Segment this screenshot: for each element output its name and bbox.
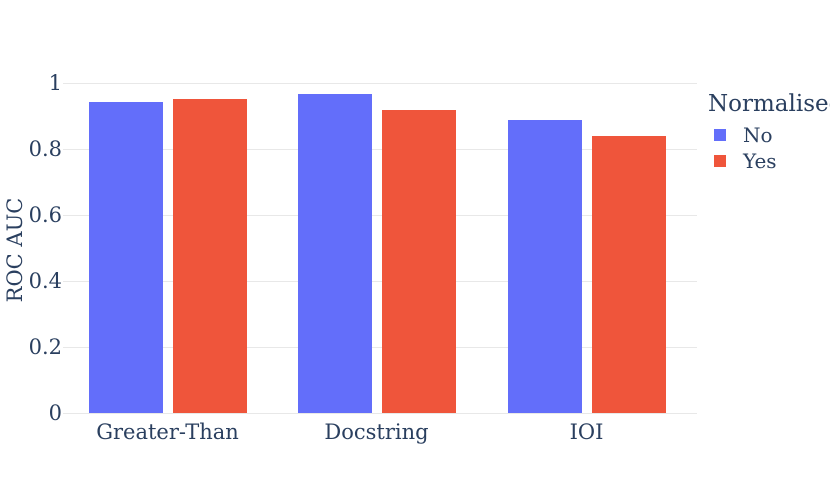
legend-label-yes: Yes	[743, 149, 777, 173]
x-tick-label-ioi: IOI	[569, 420, 604, 444]
gridline-y-0	[63, 413, 697, 414]
legend-label-no: No	[743, 123, 773, 147]
y-tick-label-0.2: 0.2	[28, 335, 62, 359]
legend-swatch-yes-icon	[714, 155, 726, 167]
x-tick-label-greater-than: Greater-Than	[96, 420, 239, 444]
y-tick-label-0.6: 0.6	[28, 203, 62, 227]
gridline-y-1	[63, 83, 697, 84]
bar-no-docstring[interactable]	[297, 94, 372, 413]
legend-title: Normalised	[708, 91, 830, 117]
gridline-y-0.4	[63, 281, 697, 282]
y-axis-title: ROC AUC	[3, 197, 27, 303]
bar-yes-docstring[interactable]	[381, 109, 456, 413]
y-tick-label-0.4: 0.4	[28, 269, 62, 293]
legend: Normalised No Yes	[708, 91, 830, 174]
bar-yes-greater-than[interactable]	[172, 99, 247, 413]
y-tick-label-0.8: 0.8	[28, 137, 62, 161]
bar-no-ioi[interactable]	[507, 119, 582, 413]
gridline-y-0.8	[63, 149, 697, 150]
x-tick-label-docstring: Docstring	[324, 420, 429, 444]
bar-yes-ioi[interactable]	[591, 136, 666, 413]
legend-item-yes[interactable]: Yes	[714, 149, 794, 173]
y-tick-label-0: 0	[48, 401, 62, 425]
bar-no-greater-than[interactable]	[88, 102, 163, 413]
gridline-y-0.2	[63, 347, 697, 348]
gridline-y-0.6	[63, 215, 697, 216]
y-tick-label-1: 1	[48, 71, 62, 95]
legend-swatch-no-icon	[714, 129, 726, 141]
legend-item-no[interactable]: No	[714, 123, 794, 147]
